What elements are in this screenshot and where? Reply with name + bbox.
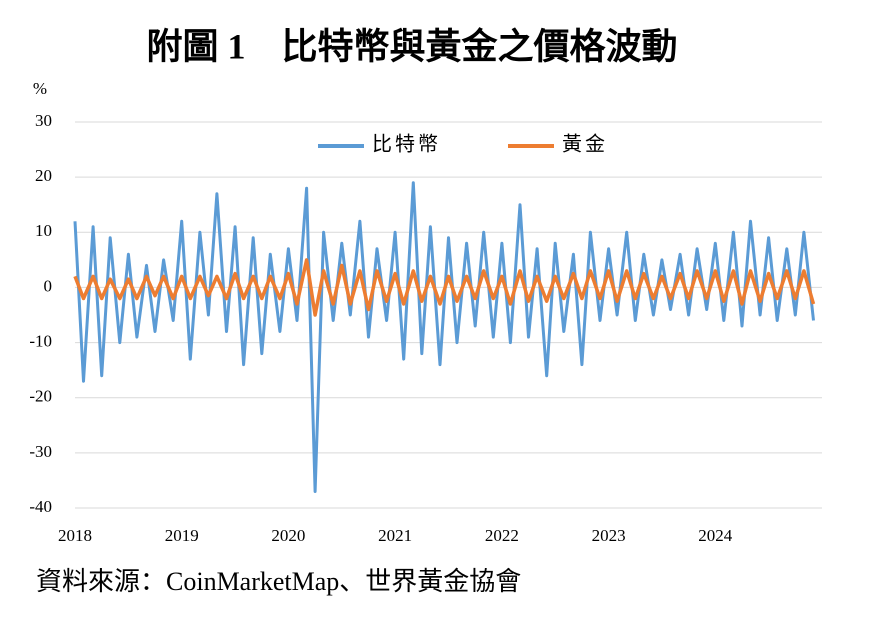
y-tick-label: 30	[35, 111, 52, 130]
source-note: 資料來源：CoinMarketMap、世界黃金協會	[36, 567, 521, 596]
y-tick-label: -30	[29, 442, 52, 461]
legend-label: 比特幣	[372, 133, 441, 156]
y-tick-label: -40	[29, 497, 52, 516]
x-tick-label: 2023	[592, 526, 626, 545]
y-unit: %	[33, 79, 47, 98]
y-tick-label: 0	[44, 276, 53, 295]
chart-title: 附圖 1 比特幣與黃金之價格波動	[146, 25, 677, 66]
x-tick-label: 2024	[698, 526, 733, 545]
legend-label: 黃金	[562, 133, 608, 156]
data-line	[73, 181, 815, 493]
x-tick-label: 2019	[165, 526, 199, 545]
x-tick-label: 2020	[271, 526, 305, 545]
y-tick-label: 20	[35, 166, 52, 185]
y-tick-label: -10	[29, 331, 52, 350]
y-tick-label: 10	[35, 221, 52, 240]
y-tick-label: -20	[29, 387, 52, 406]
data-line	[73, 258, 816, 317]
x-tick-label: 2021	[378, 526, 412, 545]
x-tick-label: 2022	[485, 526, 519, 545]
x-tick-label: 2018	[58, 526, 92, 545]
